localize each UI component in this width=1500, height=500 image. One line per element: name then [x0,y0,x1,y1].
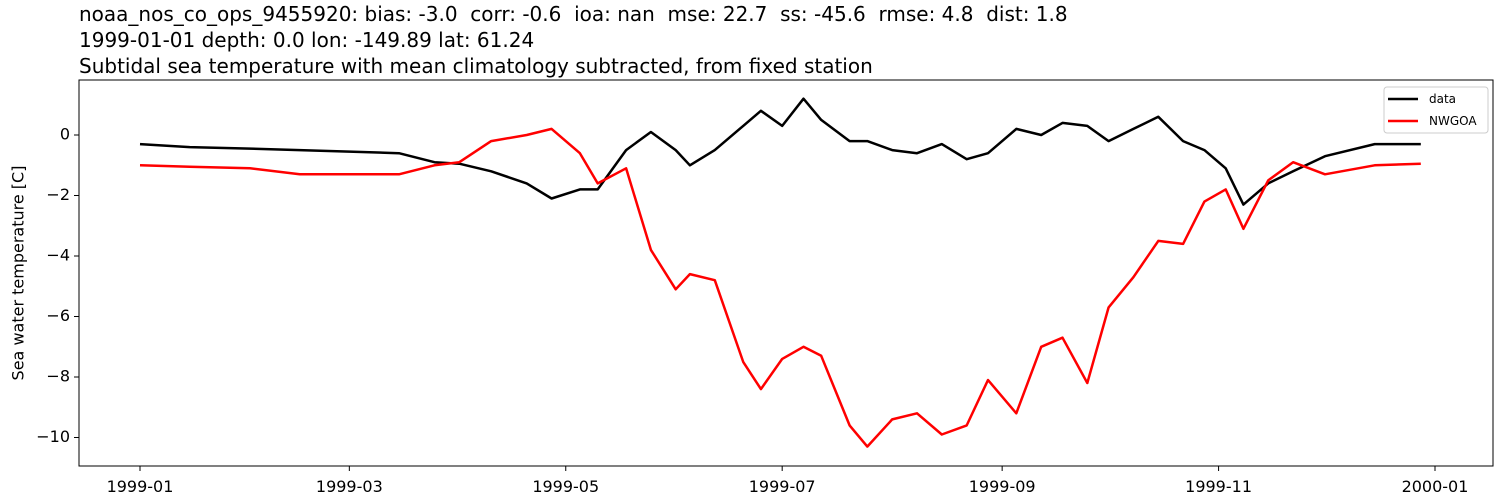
title-location-line: 1999-01-01 depth: 0.0 lon: -149.89 lat: … [79,28,535,52]
x-tick-label: 1999-03 [316,477,383,496]
x-tick-label: 1999-01 [107,477,174,496]
plot-lines [139,97,1421,448]
y-tick-label: −10 [36,427,70,446]
title-stats-line: noaa_nos_co_ops_9455920: bias: -3.0 corr… [79,2,1068,26]
plot-area [78,79,1494,467]
legend-label-data: data [1429,92,1456,106]
y-tick-label: 0 [60,125,70,144]
y-axis-label: Sea water temperature [C] [9,166,28,381]
y-tick-label: −6 [46,306,70,325]
x-axis: 1999-01 1999-03 1999-05 1999-07 1999-09 1999-… [107,466,1469,496]
x-tick-label: 1999-11 [1185,477,1252,496]
x-tick-label: 1999-09 [969,477,1036,496]
x-tick-label: 2000-01 [1402,477,1469,496]
y-tick-label: −8 [46,367,70,386]
y-axis: 0 −2 −4 −6 −8 −10 [36,125,79,446]
y-tick-label: −4 [46,246,70,265]
title-description-line: Subtidal sea temperature with mean clima… [79,54,873,78]
series-line-nwgoa [139,127,1421,448]
x-tick-label: 1999-05 [532,477,599,496]
series-line-data [139,97,1421,206]
chart-title: noaa_nos_co_ops_9455920: bias: -3.0 corr… [79,1,1068,79]
legend: data NWGOA [1383,86,1489,134]
y-tick-label: −2 [46,185,70,204]
x-tick-label: 1999-07 [749,477,816,496]
legend-label-nwgoa: NWGOA [1429,114,1477,128]
